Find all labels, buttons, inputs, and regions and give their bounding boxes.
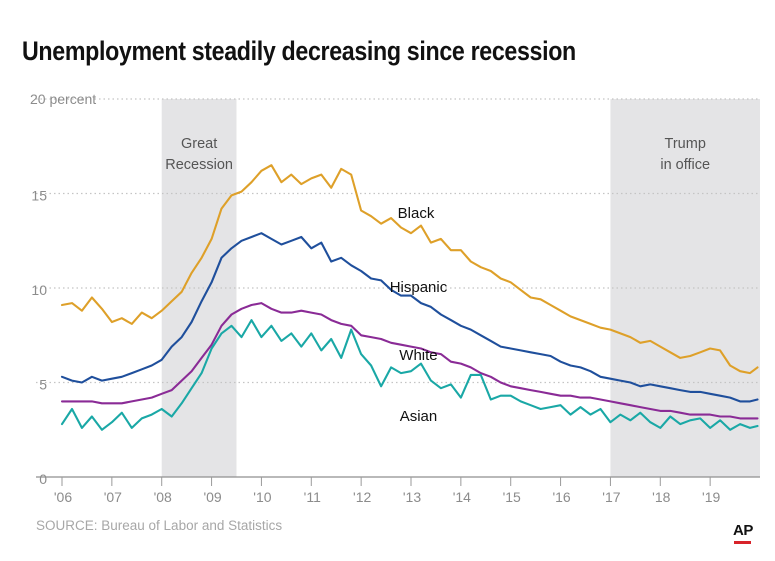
- y-tick-label: 5: [39, 377, 47, 393]
- x-tick-label: '14: [453, 489, 471, 505]
- series-line-black: [60, 164, 759, 375]
- shaded-period-label: Great: [181, 136, 217, 152]
- series-label-asian: Asian: [400, 408, 438, 425]
- ap-logo-bar: [734, 541, 751, 544]
- shaded-period-label: Recession: [165, 157, 233, 173]
- x-tick-label: '15: [503, 489, 521, 505]
- x-tick-label: '17: [602, 489, 620, 505]
- source-note: SOURCE: Bureau of Labor and Statistics: [36, 518, 283, 533]
- x-tick-label: '18: [652, 489, 670, 505]
- x-tick-label: '06: [54, 489, 72, 505]
- x-tick-label: '16: [552, 489, 570, 505]
- x-tick-label: '08: [154, 489, 172, 505]
- series-line-white: [60, 302, 759, 420]
- y-tick-label: 20 percent: [30, 91, 96, 107]
- y-tick-label: 0: [39, 471, 47, 487]
- y-tick-label: 15: [31, 188, 47, 204]
- x-tick-label: '12: [353, 489, 371, 505]
- series-label-white: White: [399, 347, 437, 364]
- chart-title: Unemployment steadily decreasing since r…: [22, 36, 576, 66]
- series-label-black: Black: [398, 205, 435, 222]
- x-tick-label: '19: [702, 489, 720, 505]
- x-tick-label: '13: [403, 489, 421, 505]
- y-tick-label: 10: [31, 282, 47, 298]
- shaded-period-label: in office: [660, 157, 710, 173]
- series-line-asian: [60, 319, 759, 431]
- shaded-period-label: Trump: [665, 136, 706, 152]
- x-tick-label: '11: [304, 489, 321, 505]
- ap-logo: AP: [733, 522, 753, 539]
- series-label-hispanic: Hispanic: [390, 279, 448, 296]
- x-tick-label: '10: [253, 489, 271, 505]
- x-tick-label: '07: [104, 489, 122, 505]
- series-line-hispanic: [60, 232, 759, 403]
- x-tick-label: '09: [203, 489, 221, 505]
